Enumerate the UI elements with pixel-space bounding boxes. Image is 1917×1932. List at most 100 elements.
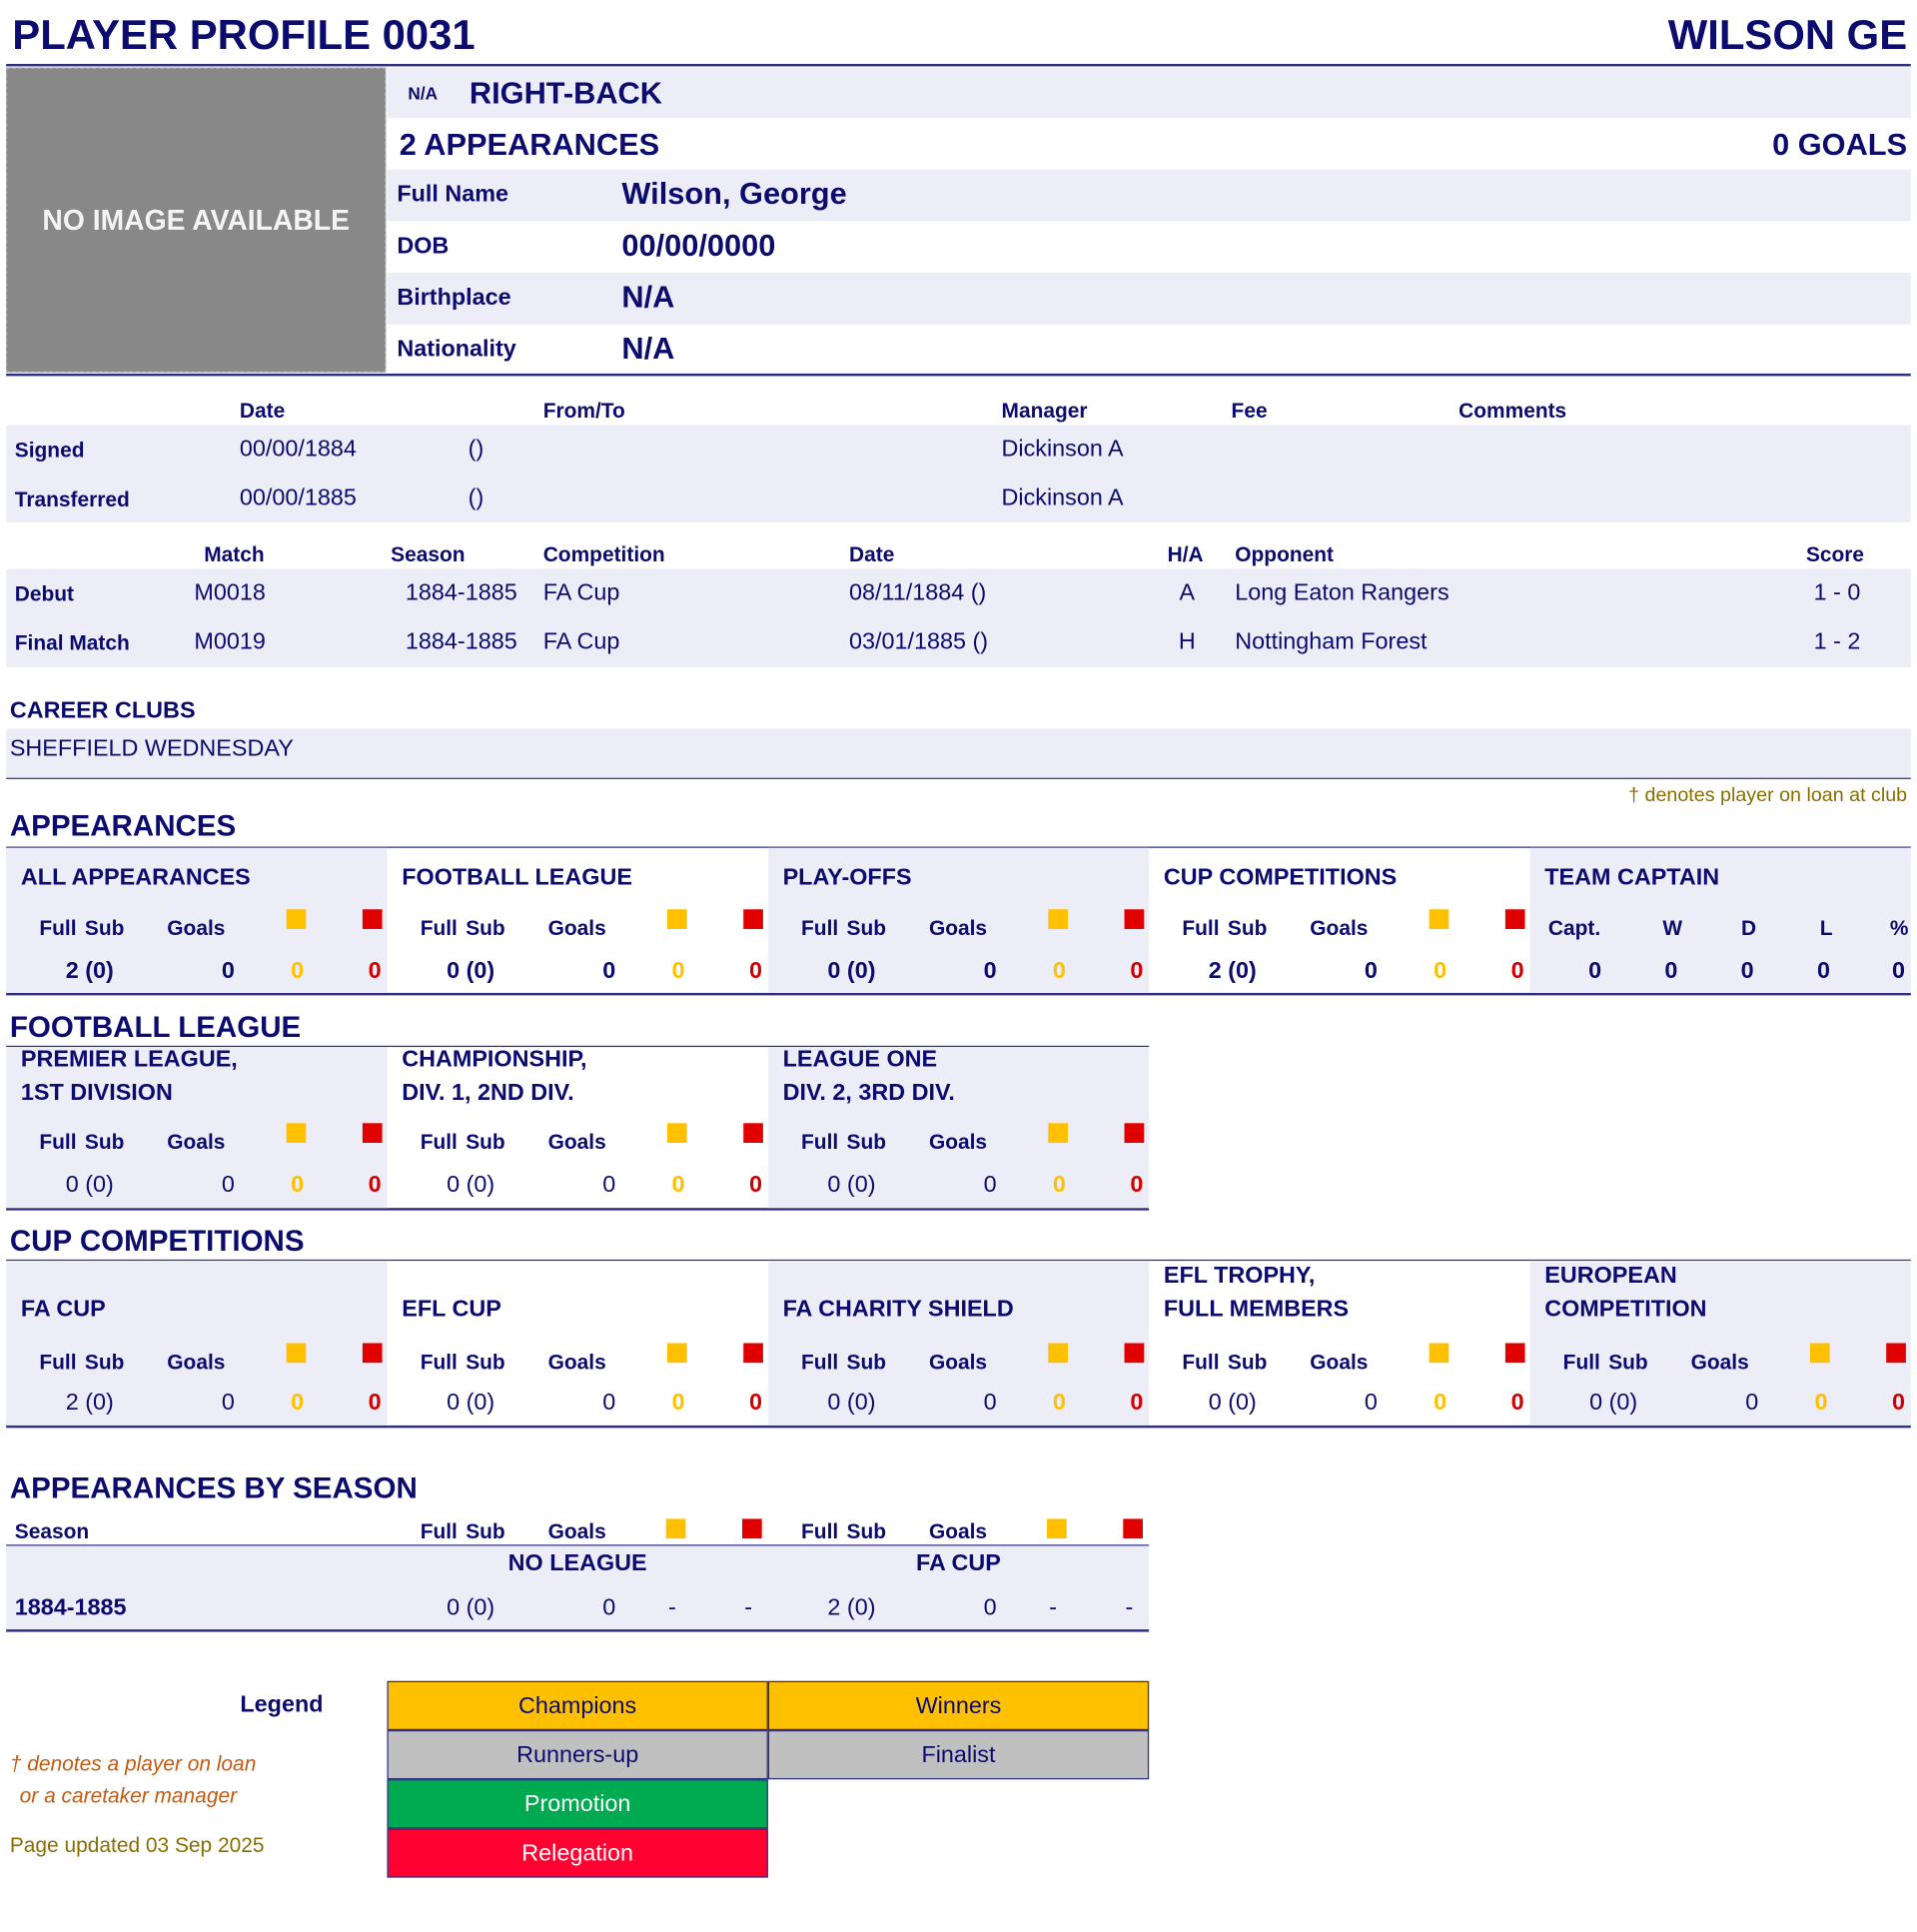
red-cards-value: 0 <box>1510 1390 1524 1417</box>
transfer-manager: Dickinson A <box>1001 436 1124 463</box>
row-label: Transferred <box>14 487 130 511</box>
match-home-away: H <box>1178 628 1196 655</box>
card-title: DIV. 1, 2ND DIV. <box>402 1080 574 1107</box>
red-cards-value: - <box>744 1594 753 1621</box>
column-header: Comments <box>1458 399 1567 424</box>
football-league-title: FOOTBALL LEAGUE <box>9 1011 302 1045</box>
yellow-cards-value: 0 <box>671 1390 685 1417</box>
transfer-from-to: () <box>468 436 484 463</box>
captain-value: 0 <box>1816 958 1830 985</box>
yellow-card-icon <box>1429 1343 1449 1364</box>
captain-value: 0 <box>1740 958 1754 985</box>
col-goals: Goals <box>1310 916 1369 941</box>
column-header: Match <box>204 542 265 567</box>
red-card-icon <box>1123 1518 1143 1539</box>
yellow-card-icon <box>1048 909 1068 929</box>
col-sub: Sub <box>1227 1350 1268 1375</box>
col-full: Full <box>1182 1350 1220 1375</box>
red-card-icon <box>743 909 763 929</box>
col-full: Full <box>801 916 839 941</box>
apps-value: 2 (0) <box>65 1390 114 1417</box>
col-sub: Sub <box>846 1519 887 1544</box>
card-title: FA CHARITY SHIELD <box>782 1296 1014 1323</box>
yellow-card-icon <box>286 909 307 929</box>
col-sub: Sub <box>466 916 505 941</box>
match-id: M0018 <box>194 579 266 606</box>
col-goals: Goals <box>928 1130 988 1155</box>
goals-value: 0 <box>1364 1390 1378 1417</box>
col-goals: Goals <box>547 1519 606 1544</box>
captain-header: D <box>1741 916 1757 941</box>
col-goals: Goals <box>167 1350 226 1375</box>
loan-note: † denotes player on loan at club <box>1628 785 1908 806</box>
match-competition: FA Cup <box>542 579 620 606</box>
red-cards-value: - <box>1125 1594 1134 1621</box>
card-title: CHAMPIONSHIP, <box>402 1047 587 1073</box>
field-value: N/A <box>621 280 675 315</box>
yellow-card-icon <box>1047 1518 1067 1539</box>
red-cards-value: 0 <box>1130 958 1144 985</box>
red-cards-value: 0 <box>368 958 382 985</box>
apps-value: 2 (0) <box>1208 958 1257 985</box>
page-updated: Page updated 03 Sep 2025 <box>9 1833 265 1857</box>
red-card-icon <box>362 1123 383 1143</box>
card-title: TEAM CAPTAIN <box>1544 864 1720 891</box>
red-card-icon <box>362 1343 383 1364</box>
red-cards-value: 0 <box>748 958 763 985</box>
goals-value: 0 <box>602 1594 616 1621</box>
apps-value: 0 (0) <box>447 1594 495 1621</box>
legend-item: Champions <box>387 1680 768 1730</box>
transfer-date: 00/00/1884 <box>239 436 357 463</box>
legend-loan-note: † denotes a player on loan <box>9 1752 257 1776</box>
col-full: Full <box>801 1350 839 1375</box>
col-full: Full <box>420 1519 458 1544</box>
captain-header: Capt. <box>1547 916 1601 941</box>
legend-item: Relegation <box>387 1828 768 1878</box>
card-title: ALL APPEARANCES <box>20 864 251 891</box>
red-card-icon <box>1124 1343 1145 1364</box>
red-cards-value: 0 <box>1130 1390 1144 1417</box>
card-title: EFL CUP <box>402 1296 501 1323</box>
card-title: DIV. 2, 3RD DIV. <box>782 1080 955 1107</box>
card-title: EFL TROPHY, <box>1163 1263 1316 1290</box>
captain-value: 0 <box>1588 958 1602 985</box>
col-goals: Goals <box>547 1350 606 1375</box>
yellow-cards-value: 0 <box>671 958 685 985</box>
red-card-icon <box>362 909 383 929</box>
yellow-cards-value: 0 <box>291 958 305 985</box>
apps-value: 2 (0) <box>827 1594 876 1621</box>
match-competition: FA Cup <box>542 628 620 655</box>
red-card-icon <box>741 1518 762 1539</box>
col-goals: Goals <box>928 1519 988 1544</box>
match-home-away: A <box>1179 579 1196 606</box>
goals-value: 0 <box>221 958 235 985</box>
match-score: 1 - 0 <box>1813 579 1861 606</box>
red-card-icon <box>1886 1343 1906 1364</box>
match-opponent: Long Eaton Rangers <box>1235 579 1449 606</box>
goals-value: 0 <box>602 1390 616 1417</box>
col-sub: Sub <box>466 1519 505 1544</box>
captain-header: % <box>1889 916 1909 941</box>
col-sub: Sub <box>846 916 887 941</box>
yellow-card-icon <box>1429 909 1449 929</box>
captain-value: 0 <box>1664 958 1678 985</box>
match-id: M0019 <box>194 628 266 655</box>
yellow-cards-value: - <box>667 1594 676 1621</box>
column-header: From/To <box>542 399 625 424</box>
card-title: 1ST DIVISION <box>20 1080 173 1107</box>
yellow-card-icon <box>1048 1123 1068 1143</box>
player-name: WILSON GE <box>1667 12 1908 60</box>
apps-value: 0 (0) <box>447 1172 495 1199</box>
yellow-cards-value: 0 <box>1814 1390 1828 1417</box>
match-season: 1884-1885 <box>405 579 517 606</box>
field-label: Nationality <box>397 337 516 363</box>
col-sub: Sub <box>84 1130 125 1155</box>
yellow-card-icon <box>1809 1343 1830 1364</box>
red-cards-value: 0 <box>748 1390 763 1417</box>
red-card-icon <box>743 1343 763 1364</box>
goals-value: 0 <box>983 1594 997 1621</box>
season-group-name: FA CUP <box>916 1550 1001 1577</box>
goals-total: 0 GOALS <box>1772 127 1908 163</box>
red-card-icon <box>1504 909 1525 929</box>
